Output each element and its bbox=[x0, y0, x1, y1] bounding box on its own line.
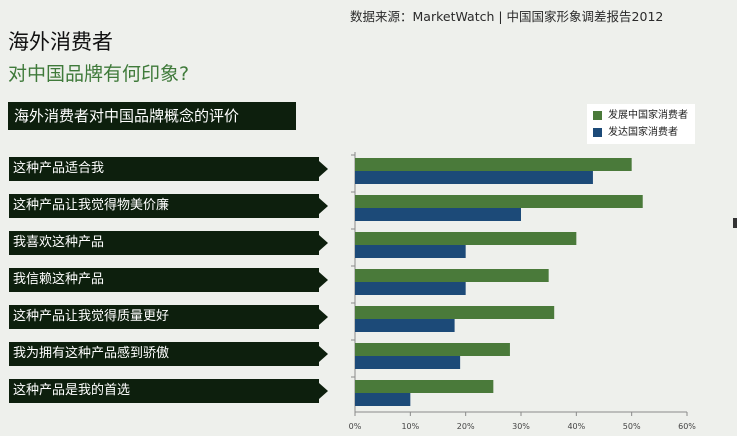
category-label-arrow bbox=[319, 235, 328, 251]
category-label-arrow bbox=[319, 161, 328, 177]
legend-swatch-developed bbox=[593, 127, 602, 137]
category-label: 这种产品让我觉得物美价廉 bbox=[9, 194, 319, 218]
x-tick-label: 20% bbox=[457, 422, 475, 431]
section-banner: 海外消费者对中国品牌概念的评价 bbox=[8, 102, 296, 130]
x-tick-label: 0% bbox=[349, 422, 362, 431]
x-tick-label: 50% bbox=[623, 422, 641, 431]
bar-developed bbox=[355, 319, 455, 332]
x-tick-label: 30% bbox=[512, 422, 530, 431]
x-tick-label: 40% bbox=[567, 422, 585, 431]
legend-swatch-developing bbox=[593, 110, 602, 120]
bar-developed bbox=[355, 245, 466, 258]
bar-developing bbox=[355, 195, 643, 208]
bar-developed bbox=[355, 208, 521, 221]
category-label: 这种产品让我觉得质量更好 bbox=[9, 305, 319, 329]
bar-developing bbox=[355, 232, 577, 245]
category-label-arrow bbox=[319, 198, 328, 214]
category-label: 这种产品适合我 bbox=[9, 157, 319, 181]
x-tick-label: 60% bbox=[678, 422, 696, 431]
page-subtitle: 对中国品牌有何印象? bbox=[8, 63, 190, 85]
data-source-note: 数据来源：MarketWatch | 中国国家形象调差报告2012 bbox=[350, 9, 664, 24]
chart-legend: 发展中国家消费者 发达国家消费者 bbox=[587, 104, 695, 144]
category-label: 我信赖这种产品 bbox=[9, 268, 319, 292]
bar-developing bbox=[355, 306, 555, 319]
category-label-arrow bbox=[319, 346, 328, 362]
category-label: 我喜欢这种产品 bbox=[9, 231, 319, 255]
legend-label-developed: 发达国家消费者 bbox=[608, 127, 678, 138]
legend-item-developed: 发达国家消费者 bbox=[593, 126, 678, 140]
bar-developed bbox=[355, 393, 411, 406]
bar-developing bbox=[355, 380, 494, 393]
edge-marker bbox=[733, 218, 737, 228]
bar-developing bbox=[355, 158, 632, 171]
category-label-arrow bbox=[319, 309, 328, 325]
bar-developing bbox=[355, 343, 510, 356]
bar-developed bbox=[355, 356, 461, 369]
bar-developed bbox=[355, 171, 593, 184]
legend-item-developing: 发展中国家消费者 bbox=[593, 109, 688, 123]
category-label-arrow bbox=[319, 272, 328, 288]
legend-label-developing: 发展中国家消费者 bbox=[608, 110, 688, 121]
category-label: 我为拥有这种产品感到骄傲 bbox=[9, 342, 319, 366]
page-title: 海外消费者 bbox=[8, 30, 113, 54]
bar-developing bbox=[355, 269, 549, 282]
x-tick-label: 10% bbox=[401, 422, 419, 431]
category-label: 这种产品是我的首选 bbox=[9, 379, 319, 403]
bar-developed bbox=[355, 282, 466, 295]
category-label-arrow bbox=[319, 383, 328, 399]
